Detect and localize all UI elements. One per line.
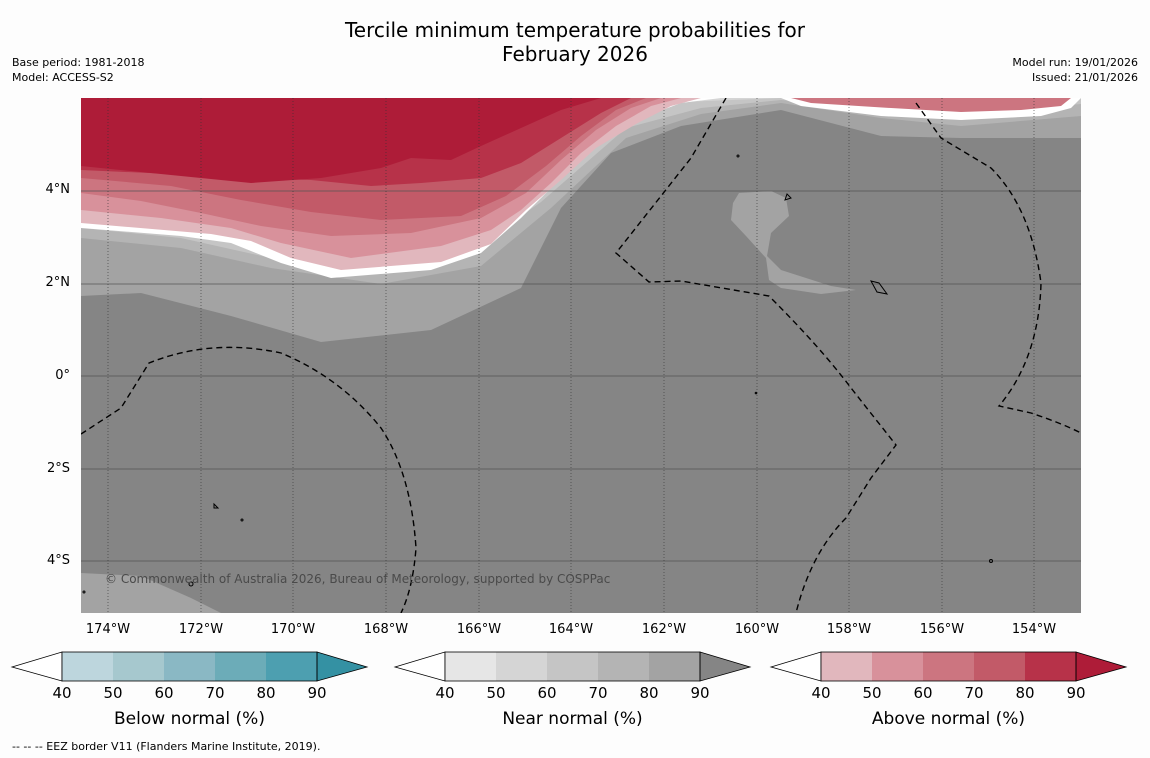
above-swatch-1: [821, 652, 872, 681]
lon-label-174w: 174°W: [85, 622, 131, 637]
near-normal-label: Near normal (%): [502, 709, 643, 729]
map-svg: [81, 98, 1081, 613]
above-normal-90-region: [81, 98, 601, 183]
model-run: Model run: 19/01/2026: [1012, 56, 1138, 69]
below-tick: 70: [205, 684, 225, 702]
eez-footnote: -- -- -- EEZ border V11 (Flanders Marine…: [12, 740, 321, 753]
meridians: [107, 98, 1035, 613]
lon-label-154w: 154°W: [1011, 622, 1057, 637]
eez-borders: [81, 98, 1081, 613]
lon-label-156w: 156°W: [919, 622, 965, 637]
above-normal-label: Above normal (%): [871, 709, 1026, 729]
lon-label-160w: 160°W: [734, 622, 780, 637]
lon-label-164w: 164°W: [548, 622, 594, 637]
near-tick: 70: [588, 684, 608, 702]
below-colorbar-frame: [61, 651, 318, 682]
above-swatch-6: [1075, 651, 1128, 682]
model-name: Model: ACCESS-S2: [12, 71, 114, 84]
below-swatch-3: [164, 652, 215, 681]
lon-label-170w: 170°W: [270, 622, 316, 637]
below-tick: 50: [103, 684, 123, 702]
graticule: [81, 190, 1081, 562]
title-line-2: February 2026: [502, 42, 648, 66]
below-swatch-4: [215, 652, 266, 681]
near-tick: 50: [486, 684, 506, 702]
near-swatch-6: [699, 651, 752, 682]
eez-border-east: [915, 102, 1081, 434]
below-tick: 90: [307, 684, 327, 702]
island-8: [82, 590, 86, 594]
below-normal-label: Below normal (%): [114, 709, 265, 729]
island-4: [240, 518, 244, 522]
island-1: [784, 193, 792, 201]
near-normal-80-sw-region: [81, 573, 221, 613]
issued-date: Issued: 21/01/2026: [1031, 71, 1138, 84]
above-tick: 60: [913, 684, 933, 702]
lat-label-2s: 2°S: [46, 461, 70, 476]
lon-label-166w: 166°W: [456, 622, 502, 637]
below-swatch-1: [62, 652, 113, 681]
above-swatch-3: [923, 652, 974, 681]
near-colorbar-frame: [444, 651, 701, 682]
above-normal-colorbar: [769, 651, 1128, 682]
island-kiritimati: [870, 280, 889, 295]
lon-label-172w: 172°W: [178, 622, 224, 637]
above-tick: 40: [811, 684, 831, 702]
lat-label-0: 0°: [55, 368, 70, 383]
eez-border-central: [615, 98, 897, 613]
islands: [82, 154, 993, 594]
above-tick: 50: [862, 684, 882, 702]
chart-title: Tercile minimum temperature probabilitie…: [0, 18, 1150, 66]
base-period: Base period: 1981-2018: [12, 56, 145, 69]
near-tick: 90: [690, 684, 710, 702]
below-tick: 80: [256, 684, 276, 702]
above-tick: 90: [1066, 684, 1086, 702]
near-normal-colorbar: [393, 651, 752, 682]
island-3: [213, 502, 220, 509]
near-swatch-5: [649, 652, 700, 681]
lon-label-158w: 158°W: [826, 622, 872, 637]
near-swatch-2: [496, 652, 547, 681]
below-swatch-6: [316, 651, 369, 682]
meta-right: Model run: 19/01/2026 Issued: 21/01/2026: [1012, 55, 1138, 85]
below-tick: 40: [52, 684, 72, 702]
near-tick: 60: [537, 684, 557, 702]
above-swatch-0: [769, 651, 822, 682]
probability-map: © Commonwealth of Australia 2026, Bureau…: [81, 98, 1081, 613]
island-5: [754, 391, 758, 395]
above-tick: 80: [1015, 684, 1035, 702]
island-7: [188, 581, 194, 587]
meta-left: Base period: 1981-2018 Model: ACCESS-S2: [12, 55, 144, 85]
island-2: [736, 154, 740, 158]
lon-label-162w: 162°W: [641, 622, 687, 637]
above-colorbar-frame: [820, 651, 1077, 682]
near-swatch-3: [547, 652, 598, 681]
below-tick: 60: [154, 684, 174, 702]
above-swatch-4: [974, 652, 1025, 681]
near-swatch-4: [598, 652, 649, 681]
below-swatch-2: [113, 652, 164, 681]
lat-label-4s: 4°S: [46, 553, 70, 568]
above-swatch-5: [1025, 652, 1076, 681]
island-6: [989, 559, 993, 563]
near-tick: 80: [639, 684, 659, 702]
lon-label-168w: 168°W: [363, 622, 409, 637]
copyright-notice: © Commonwealth of Australia 2026, Bureau…: [105, 572, 611, 586]
above-swatch-2: [872, 652, 923, 681]
lat-label-2n: 2°N: [45, 275, 71, 290]
near-swatch-1: [445, 652, 496, 681]
title-line-1: Tercile minimum temperature probabilitie…: [344, 18, 806, 42]
above-tick: 70: [964, 684, 984, 702]
below-swatch-5: [266, 652, 317, 681]
below-normal-colorbar: [10, 651, 369, 682]
eez-border-west: [81, 346, 417, 613]
lat-label-4n: 4°N: [45, 182, 71, 197]
near-normal-80-patch: [731, 191, 856, 294]
below-swatch-0: [10, 651, 63, 682]
near-tick: 40: [435, 684, 455, 702]
above-normal-70-east-region: [791, 98, 1071, 112]
near-swatch-0: [393, 651, 446, 682]
